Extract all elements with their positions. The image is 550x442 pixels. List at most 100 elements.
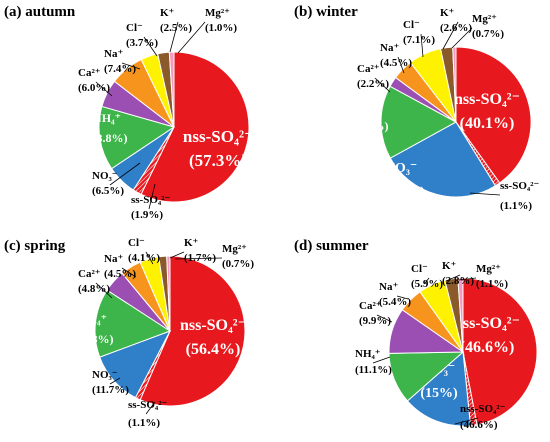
slice-value-label: (40.1%) <box>460 115 515 132</box>
slice-value-label: (4.5%) <box>104 268 136 280</box>
slice-name-label: ss-SO₄²⁻ <box>128 399 167 411</box>
slice-name-label: Cl⁻ <box>411 263 428 275</box>
slice-name-label: ss-SO₄²⁻ <box>131 194 170 206</box>
slice-value-label: (13.8%) <box>87 131 128 145</box>
slice-value-label: (7.1%) <box>403 34 435 46</box>
pie-slice <box>380 85 458 159</box>
slice-name-label: NO₃⁻ <box>92 170 118 182</box>
leader-line <box>95 282 113 299</box>
slice-name-label: nss-SO₄²⁻ <box>454 315 520 332</box>
slice-value-label: (46.6%) <box>460 339 515 356</box>
slice-name-label: Cl⁻ <box>403 19 420 31</box>
slice-value-label: (57.3%) <box>189 151 247 170</box>
pie-slice <box>389 121 497 198</box>
leader-line <box>109 162 141 186</box>
slice-value-label: (2.2%) <box>357 78 389 90</box>
slice-name-label: K⁺ <box>442 260 457 272</box>
panel-title: (a) autumn <box>4 4 76 20</box>
panel-d: (d) summer nss-SO₄²⁻(46.6%)NO₃⁻(15%) nss… <box>294 238 538 431</box>
slice-value-label: (2.6%) <box>440 22 472 34</box>
slice-name-label: NO₃⁻ <box>92 369 118 381</box>
pie-slice <box>457 277 464 353</box>
slice-value-label: (46.6%) <box>460 419 498 431</box>
slice-name-label: NO₃⁻ <box>385 161 418 176</box>
slice-name-label: Na⁺ <box>380 42 399 54</box>
leader-line <box>396 295 409 300</box>
slice-name-label: Ca²⁺ <box>78 268 101 280</box>
slice-name-label: Mg²⁺ <box>205 7 230 19</box>
slice-value-label: (0.7%) <box>222 258 254 270</box>
slice-value-label: (5.9%) <box>411 278 443 290</box>
leader-line <box>177 21 206 54</box>
slice-value-label: (4.5%) <box>380 57 412 69</box>
slice-name-label: Na⁺ <box>104 48 123 60</box>
slice-name-label: nss-SO₄²⁻ <box>460 403 506 415</box>
leader-line <box>454 417 479 425</box>
slice-name-label: Mg²⁺ <box>222 243 247 255</box>
leader-line <box>145 251 154 265</box>
slice-name-label: K⁺ <box>184 237 199 249</box>
pie-chart: nss-SO₄²⁻ (56.4%) NH₄⁺ (14.8%) <box>73 255 246 407</box>
leader-line <box>143 36 158 57</box>
leader-line <box>145 401 156 415</box>
slice-value-label: (1.0%) <box>205 22 237 34</box>
leader-line <box>374 77 391 93</box>
pie-slice <box>168 51 175 128</box>
slice-value-label: (11.7%) <box>92 384 129 396</box>
slice-name-label: Cl⁻ <box>126 22 143 34</box>
slice-name-label: K⁺ <box>160 7 175 19</box>
slice-name-label: Na⁺ <box>379 281 398 293</box>
outer-labels: ss-SO₄²⁻ (1.1%) NO₃⁻ (11.7%) Ca²⁺ (4.8%) Na⁺ (4… <box>78 237 254 429</box>
slice-value-label: (1.1%) <box>128 417 160 429</box>
panel-title: (b) winter <box>294 4 358 20</box>
slice-name-label: ss-SO₄²⁻ <box>500 180 539 192</box>
slice-name-label: Mg²⁺ <box>472 13 497 25</box>
leader-line <box>121 62 141 70</box>
slice-value-label: (11.1%) <box>355 364 392 376</box>
slice-value-label: (1.9%) <box>131 209 163 221</box>
outer-labels: nss-SO₄²⁻ (46.6%) NH₄⁺ (11.1%) Ca²⁺ (9.9%) Na⁺… <box>355 260 508 431</box>
slice-name-label: NH₄⁺ <box>79 312 107 326</box>
slice-name-label: Ca²⁺ <box>359 300 382 312</box>
pie-chart: nss-SO₄²⁻ (40.1%) NO₃⁻ (25.8%) NH₄⁺ (15.9%) <box>348 46 532 200</box>
leader-line <box>397 56 405 74</box>
slice-value-label: (1.1%) <box>476 278 508 290</box>
slice-value-label: (25.8%) <box>377 185 425 200</box>
slice-name-label: Ca²⁺ <box>357 63 380 75</box>
slice-value-label: (7.4%) <box>104 63 136 75</box>
slice-value-label: (9.9%) <box>359 315 391 327</box>
slice-value-label: (4.8%) <box>78 283 110 295</box>
pie-chart: nss-SO₄²⁻(46.6%)NO₃⁻(15%) <box>388 277 538 427</box>
leader-line <box>148 183 156 210</box>
leader-line <box>424 277 430 284</box>
slice-name-label: Ca²⁺ <box>78 67 101 79</box>
pie-slice <box>406 350 472 427</box>
slice-name-label: Mg²⁺ <box>476 263 501 275</box>
leader-line <box>451 27 473 49</box>
leader-line <box>169 251 185 259</box>
slice-value-label: (15%) <box>420 386 458 401</box>
slice-value-label: (3.7%) <box>126 37 158 49</box>
slice-name-label: nss-SO₄²⁻ <box>183 127 253 146</box>
slice-value-label: (15.9%) <box>348 119 389 133</box>
pie-slice <box>140 51 250 203</box>
leader-line <box>169 21 179 53</box>
slice-value-label: (5.4%) <box>379 296 411 308</box>
pie-slice <box>462 277 538 426</box>
slice-name-label: NH₄⁺ <box>354 99 382 113</box>
pie-slice <box>139 255 246 407</box>
slice-value-label: (6.0%) <box>78 82 110 94</box>
slice-value-label: (1.1%) <box>500 200 532 212</box>
panel-title: (c) spring <box>4 238 66 254</box>
slice-name-label: NH₄⁺ <box>93 111 121 125</box>
leader-line <box>445 274 461 282</box>
leader-line <box>458 277 477 281</box>
panel-title: (d) summer <box>294 238 369 254</box>
leader-line <box>121 267 137 278</box>
slice-name-label: Na⁺ <box>104 253 123 265</box>
slice-value-label: (4.1%) <box>128 252 160 264</box>
slice-value-label: (1.7%) <box>184 252 216 264</box>
leader-line <box>420 33 424 58</box>
leader-line <box>469 192 501 196</box>
